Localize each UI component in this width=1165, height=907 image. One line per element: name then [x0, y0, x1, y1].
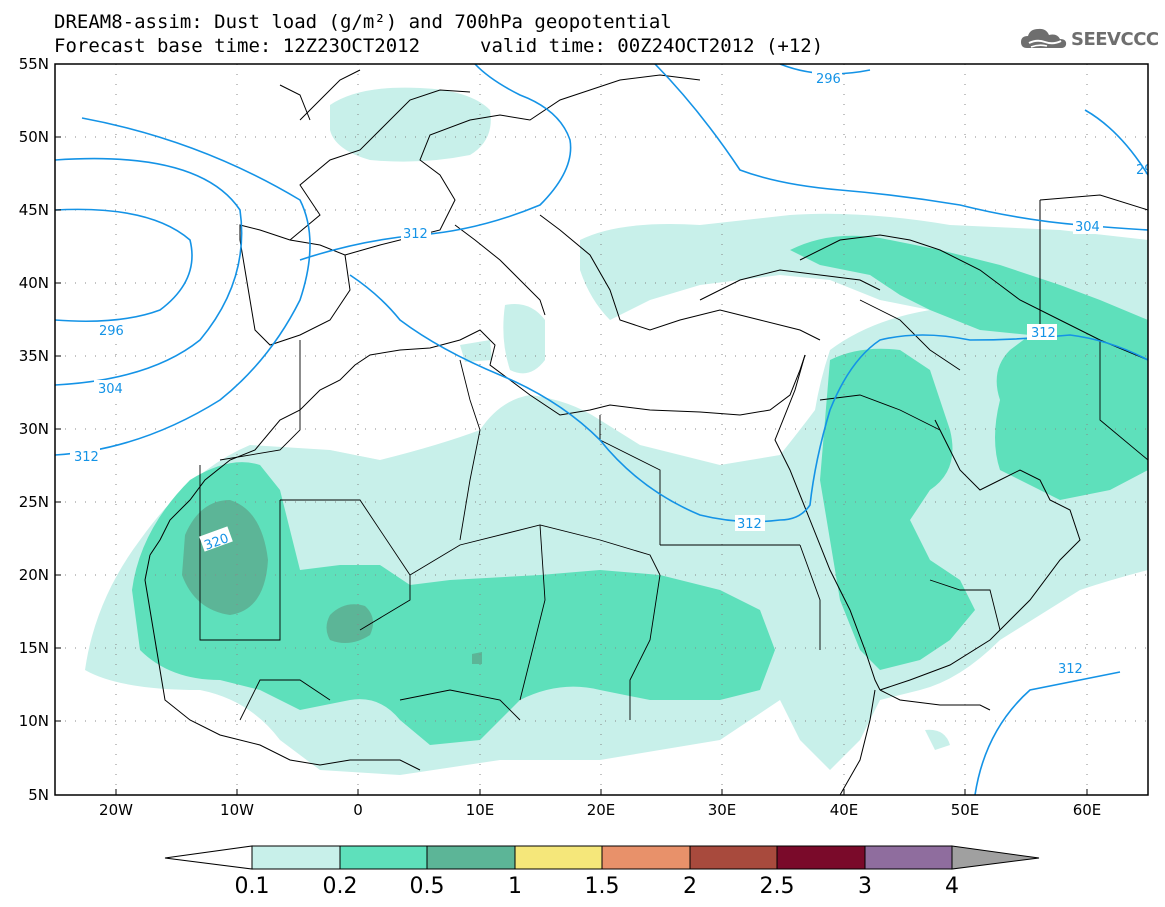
colorbar-label: 4 — [945, 874, 959, 899]
contour-label: 304 — [98, 382, 123, 397]
colorbar-label: 1 — [508, 874, 522, 899]
colorbar-label: 3 — [858, 874, 872, 899]
lat-label: 15N — [19, 639, 49, 657]
lon-label: 20W — [99, 801, 133, 819]
dust-layer-dark — [182, 500, 482, 664]
colorbar — [164, 845, 1040, 870]
seevccc-logo: SEEVCCC — [1019, 24, 1159, 54]
lon-label: 40E — [830, 801, 859, 819]
colorbar-segment — [689, 845, 778, 870]
map-area: 296 312 296 304 312 320 312 312 312 304 … — [55, 64, 1161, 795]
lat-label: 45N — [19, 201, 49, 219]
lat-label: 35N — [19, 347, 49, 365]
colorbar-segment — [426, 845, 516, 870]
lon-label: 20E — [587, 801, 616, 819]
latitude-labels: 55N 50N 45N 40N 35N 30N 25N 20N 15N 10N … — [19, 55, 49, 804]
contour-label: 312 — [1058, 662, 1083, 677]
colorbar-segment — [864, 845, 953, 870]
lon-label: 60E — [1073, 801, 1102, 819]
contour-label: 296 — [99, 324, 124, 339]
country-borders — [199, 299, 1148, 721]
contour-label: 312 — [1031, 326, 1056, 341]
lat-label: 40N — [19, 274, 49, 292]
colorbar-label: 0.1 — [235, 874, 270, 899]
axis-ticks — [55, 136, 1088, 795]
colorbar-segment — [776, 845, 866, 870]
colorbar-labels: 0.1 0.2 0.5 1 1.5 2 2.5 3 4 — [235, 874, 960, 899]
colorbar-segment — [951, 845, 1040, 870]
logo-text: SEEVCCC — [1071, 29, 1159, 50]
lat-label: 30N — [19, 420, 49, 438]
contour-label: 312 — [74, 450, 99, 465]
contour-label: 312 — [403, 227, 428, 242]
lon-label: 10W — [220, 801, 254, 819]
cloud-icon — [1021, 28, 1067, 48]
longitude-labels: 20W 10W 0 10E 20E 30E 40E 50E 60E — [99, 801, 1101, 819]
lon-label: 30E — [708, 801, 737, 819]
lat-label: 10N — [19, 712, 49, 730]
lon-label: 50E — [951, 801, 980, 819]
colorbar-segment — [164, 845, 253, 870]
lat-label: 50N — [19, 128, 49, 146]
colorbar-label: 1.5 — [585, 874, 620, 899]
colorbar-label: 0.5 — [410, 874, 445, 899]
colorbar-label: 2.5 — [760, 874, 795, 899]
map-subtitle: Forecast base time: 12Z23OCT2012 valid ti… — [54, 35, 823, 57]
lat-label: 20N — [19, 566, 49, 584]
colorbar-label: 2 — [683, 874, 697, 899]
base-time-label: Forecast base time: 12Z23OCT2012 — [54, 35, 421, 57]
contour-labels: 296 312 296 304 312 320 312 312 312 304 … — [70, 70, 1161, 677]
lat-label: 55N — [19, 55, 49, 73]
lat-label: 5N — [28, 786, 49, 804]
dust-layer-medium — [132, 235, 1148, 745]
graticule — [55, 64, 1148, 795]
contour-label: 312 — [737, 517, 762, 532]
contour-label: 296 — [1136, 163, 1161, 178]
map-title: DREAM8-assim: Dust load (g/m²) and 700hP… — [54, 11, 672, 33]
lon-label: 10E — [466, 801, 495, 819]
colorbar-segment — [514, 845, 603, 870]
lon-label: 0 — [353, 801, 363, 819]
geopotential-contours — [55, 64, 1148, 795]
lat-label: 25N — [19, 493, 49, 511]
contour-label: 304 — [1075, 220, 1100, 235]
colorbar-segment — [251, 845, 341, 870]
colorbar-segment — [601, 845, 691, 870]
colorbar-label: 0.2 — [323, 874, 358, 899]
valid-time-label: valid time: 00Z24OCT2012 (+12) — [480, 35, 824, 57]
colorbar-segment — [339, 845, 428, 870]
contour-label: 296 — [816, 72, 841, 87]
